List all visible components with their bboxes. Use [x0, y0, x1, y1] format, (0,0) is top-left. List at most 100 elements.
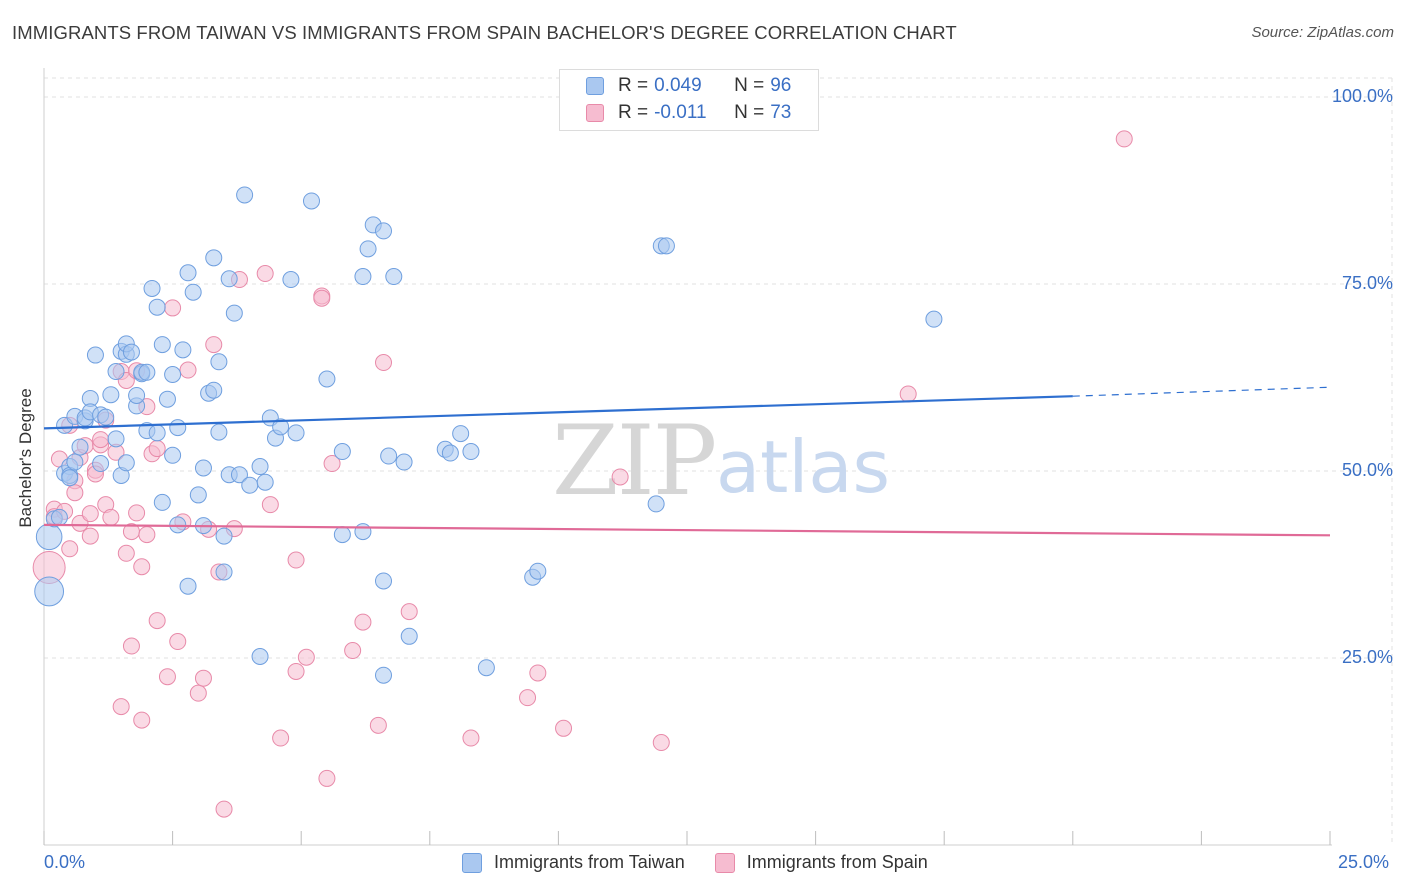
data-point [282, 271, 300, 289]
data-point [153, 493, 171, 511]
data-point [71, 438, 89, 456]
data-point [194, 459, 212, 477]
data-point [92, 455, 110, 473]
data-point [369, 716, 387, 734]
spain-points [32, 130, 1133, 818]
y-tick-label: 75.0% [1341, 273, 1393, 293]
data-point [220, 270, 238, 288]
legend-n-label: N = [734, 75, 765, 96]
x-tick-min: 0.0% [44, 852, 86, 872]
data-point [287, 551, 305, 569]
data-point [215, 563, 233, 581]
data-point [102, 508, 120, 526]
series-legend-taiwan: Immigrants from Taiwan [462, 852, 685, 873]
legend-r-label: R = [618, 102, 649, 123]
y-axis-label: Bachelor's Degree [16, 388, 35, 528]
data-point [35, 523, 63, 551]
data-point [133, 711, 151, 729]
chart-title: IMMIGRANTS FROM TAIWAN VS IMMIGRANTS FRO… [12, 22, 957, 43]
data-point [225, 304, 243, 322]
data-point [899, 385, 917, 403]
data-point [657, 237, 675, 255]
data-point [86, 346, 104, 364]
trend-line-spain [43, 523, 1331, 537]
data-point [652, 734, 670, 752]
data-point [205, 381, 223, 399]
data-point [385, 268, 403, 286]
data-point [107, 430, 125, 448]
data-point [529, 664, 547, 682]
data-point [647, 495, 665, 513]
data-point [61, 469, 79, 487]
data-point [138, 363, 156, 381]
data-point [297, 648, 315, 666]
data-point [1115, 130, 1133, 148]
data-point [318, 370, 336, 388]
data-point [169, 633, 187, 651]
trend-lines [43, 386, 1331, 537]
data-point [272, 418, 290, 436]
legend-row-taiwan: R = 0.049 N = 96 [586, 73, 791, 99]
data-point [81, 527, 99, 545]
data-point [323, 455, 341, 473]
data-point [354, 268, 372, 286]
data-point [194, 669, 212, 687]
data-point [143, 279, 161, 297]
data-point [215, 800, 233, 818]
watermark-atlas: atlas [716, 425, 890, 509]
data-point [71, 514, 89, 532]
data-point [256, 473, 274, 491]
data-point [210, 423, 228, 441]
y-tick-label: 100.0% [1331, 86, 1393, 106]
data-point [462, 729, 480, 747]
series-swatch-taiwan [462, 852, 482, 873]
data-point [148, 424, 166, 442]
watermark: ZIP atlas [552, 405, 890, 517]
data-point [272, 729, 290, 747]
data-point [318, 769, 336, 787]
data-point [344, 642, 362, 660]
data-point [441, 444, 459, 462]
data-point [61, 540, 79, 558]
data-point [92, 431, 110, 449]
data-point [925, 310, 943, 328]
data-point [128, 504, 146, 522]
data-point [302, 192, 320, 210]
data-point [354, 523, 372, 541]
data-point [189, 486, 207, 504]
data-point [400, 603, 418, 621]
data-point [164, 446, 182, 464]
data-point [122, 343, 140, 361]
data-point [210, 353, 228, 371]
data-point [251, 648, 269, 666]
data-point [529, 562, 547, 580]
data-point [287, 424, 305, 442]
data-point [375, 354, 393, 372]
data-point [236, 186, 254, 204]
series-label-spain: Immigrants from Spain [746, 852, 928, 872]
data-point [148, 298, 166, 316]
data-point [148, 440, 166, 458]
data-point [205, 336, 223, 354]
data-point [241, 476, 259, 494]
legend-n-value: 96 [770, 75, 792, 96]
legend-r-value: -0.011 [654, 102, 707, 123]
data-point [519, 689, 537, 707]
data-point [256, 265, 274, 283]
data-point [97, 408, 115, 426]
data-point [133, 558, 151, 576]
data-point [158, 390, 176, 408]
data-point [66, 453, 84, 471]
data-point [66, 484, 84, 502]
series-legend-spain: Immigrants from Spain [714, 852, 928, 873]
data-point [215, 527, 233, 545]
data-point [128, 386, 146, 404]
data-point [122, 637, 140, 655]
data-point [555, 719, 573, 737]
data-point [164, 299, 182, 317]
data-point [375, 666, 393, 684]
data-point [112, 698, 130, 716]
data-point [261, 496, 279, 514]
data-point [333, 443, 351, 461]
